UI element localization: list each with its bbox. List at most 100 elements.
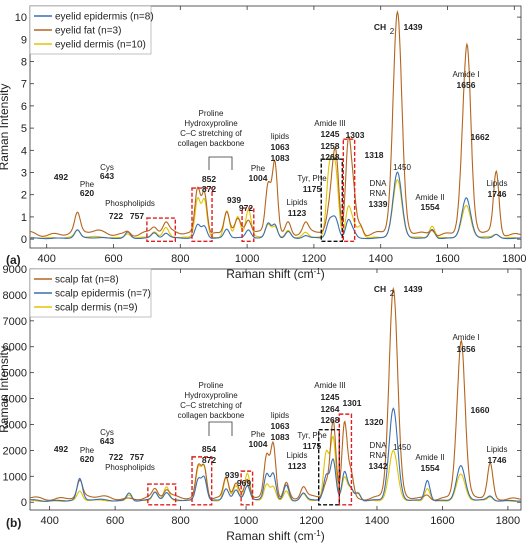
annotation-label: DNA	[370, 179, 388, 188]
highlight-box	[342, 138, 356, 243]
spectrum-line	[30, 407, 521, 502]
proline-bracket	[208, 156, 233, 170]
annotation-label: 1175	[303, 441, 322, 451]
annotation-label: RNA	[370, 451, 388, 460]
y-tick-label: 0	[21, 497, 27, 509]
spectrum-line	[30, 286, 521, 501]
annotation-label: 852	[202, 174, 216, 184]
annotation-label: 1063	[271, 142, 290, 152]
x-tick-label: 1400	[368, 253, 392, 265]
annotation-label: Hydroxyproline	[184, 391, 238, 400]
panel-label: (b)	[6, 516, 21, 530]
highlight-box	[191, 456, 213, 506]
y-tick-label: 9000	[3, 264, 27, 276]
y-tick-label: 0	[21, 234, 27, 246]
highlight-box	[318, 428, 341, 506]
legend-entry: scalp epidermis (n=7)	[55, 289, 151, 300]
annotation-label: 1318	[365, 150, 384, 160]
x-tick-label: 600	[104, 253, 122, 265]
y-tick-label: 2	[21, 190, 27, 202]
annotation-label: 1063	[271, 421, 290, 431]
y-tick-label: 10	[15, 12, 27, 24]
annotation-label: 1123	[288, 208, 307, 218]
annotation-label: Amide I	[452, 70, 479, 79]
spectrum-line	[30, 171, 521, 240]
y-tick-label: 7000	[3, 316, 27, 328]
x-tick-label: 1800	[502, 253, 526, 265]
annotation-label: 1301	[343, 398, 362, 408]
y-axis-label: Raman Intensity	[0, 346, 11, 433]
annotation-label: 1175	[303, 184, 322, 194]
annotation-label: Phe	[251, 164, 266, 173]
y-tick-label: 1000	[3, 471, 27, 483]
annotation-label: C–C stretching of	[180, 129, 243, 138]
x-tick-label: 1200	[302, 253, 326, 265]
annotation-label: Lipids	[287, 451, 308, 460]
x-tick-label: 1200	[299, 515, 323, 527]
annotation-label: 1339	[369, 199, 388, 209]
annotation-label: Tyr, Phe	[297, 174, 327, 183]
x-tick-label: 1600	[430, 515, 454, 527]
spectrum-line	[30, 435, 521, 503]
highlight-box	[241, 207, 255, 243]
annotation-label: Tyr, Phe	[297, 431, 327, 440]
annotation-label: 1004	[249, 439, 268, 449]
annotation-label: Phospholipids	[105, 199, 155, 208]
highlight-box	[191, 187, 213, 243]
annotation-label: Amide II	[415, 453, 444, 462]
y-tick-label: 5	[21, 123, 27, 135]
legend-entry: eyelid epidermis (n=8)	[55, 12, 154, 23]
annotation-label: 872	[202, 184, 216, 194]
y-tick-label: 3	[21, 168, 27, 180]
annotation-label: 2	[390, 289, 395, 298]
x-tick-label: 1800	[496, 515, 520, 527]
annotation-label: 1123	[288, 461, 307, 471]
annotation-label: 1004	[249, 173, 268, 183]
annotation-label: collagen backbone	[178, 139, 245, 148]
annotation-label: 643	[100, 436, 114, 446]
chart-panel-1: 0 1000 2000 3000 4000 5000 6000 7000 8000 9000 400…	[0, 264, 522, 543]
legend-entry: eyelid dermis (n=10)	[55, 40, 146, 51]
y-tick-label: 7	[21, 79, 27, 91]
annotation-label: Amide III	[314, 381, 346, 390]
spectrum-line	[30, 9, 521, 237]
y-tick-label: 2000	[3, 445, 27, 457]
x-axis-label: Raman shift (cm-1)	[226, 529, 324, 543]
y-tick-label: 6	[21, 101, 27, 113]
annotation-label: 969	[237, 478, 251, 488]
annotation-label: CH	[374, 22, 386, 32]
annotation-label: Phe	[80, 180, 95, 189]
annotation-label: 722	[109, 452, 123, 462]
annotation-label: 1439	[404, 22, 423, 32]
x-tick-label: 1400	[365, 515, 389, 527]
annotation-label: 492	[54, 444, 68, 454]
x-tick-label: 1600	[435, 253, 459, 265]
x-tick-label: 400	[38, 253, 56, 265]
annotation-label: 1083	[271, 432, 290, 442]
x-tick-label: 800	[171, 515, 189, 527]
annotation-label: Amide III	[314, 119, 346, 128]
y-tick-label: 4	[21, 145, 27, 157]
annotation-label: 1268	[321, 152, 340, 162]
annotation-label: 757	[130, 211, 144, 221]
annotation-label: 1662	[471, 132, 490, 142]
annotation-label: CH	[374, 284, 386, 294]
annotation-label: 1264	[321, 404, 340, 414]
y-tick-label: 9	[21, 34, 27, 46]
annotation-label: 1656	[457, 344, 476, 354]
y-tick-label: 5000	[3, 368, 27, 380]
highlight-box	[240, 470, 254, 506]
annotation-label: 939	[227, 195, 241, 205]
y-tick-label: 8	[21, 57, 27, 69]
highlight-box	[338, 413, 353, 506]
annotation-label: 1660	[471, 405, 490, 415]
annotation-label: 1320	[365, 417, 384, 427]
panel-label: (a)	[6, 253, 21, 267]
annotation-label: Phe	[251, 430, 266, 439]
annotation-label: Amide I	[452, 333, 479, 342]
annotation-label: 854	[202, 444, 216, 454]
highlight-box	[146, 217, 176, 243]
annotation-label: 1554	[421, 202, 440, 212]
x-axis-label: Raman shift (cm-1)	[226, 267, 324, 281]
x-tick-label: 800	[171, 253, 189, 265]
